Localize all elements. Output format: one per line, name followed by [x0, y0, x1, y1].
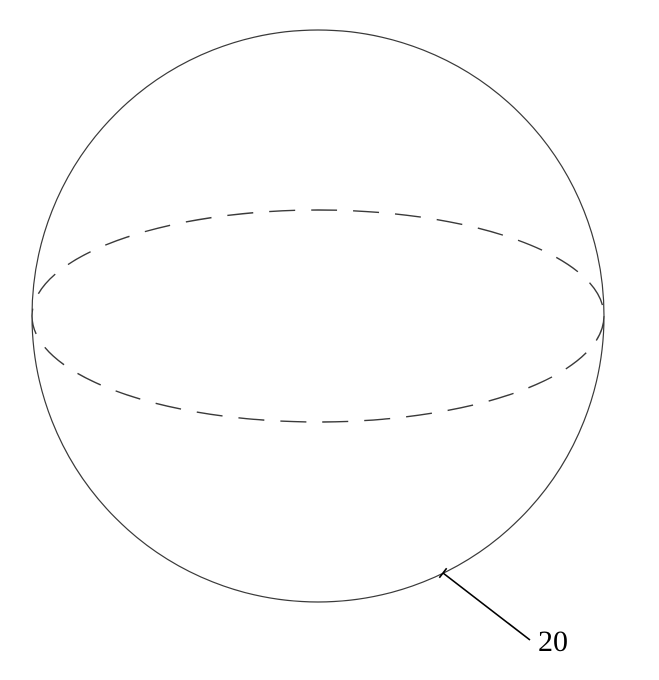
diagram-svg	[0, 0, 659, 680]
equator-ellipse	[32, 210, 604, 422]
leader-line	[443, 573, 530, 640]
sphere-outline	[32, 30, 604, 602]
label-callout: 20	[538, 625, 568, 659]
sphere-diagram: 20	[0, 0, 659, 680]
